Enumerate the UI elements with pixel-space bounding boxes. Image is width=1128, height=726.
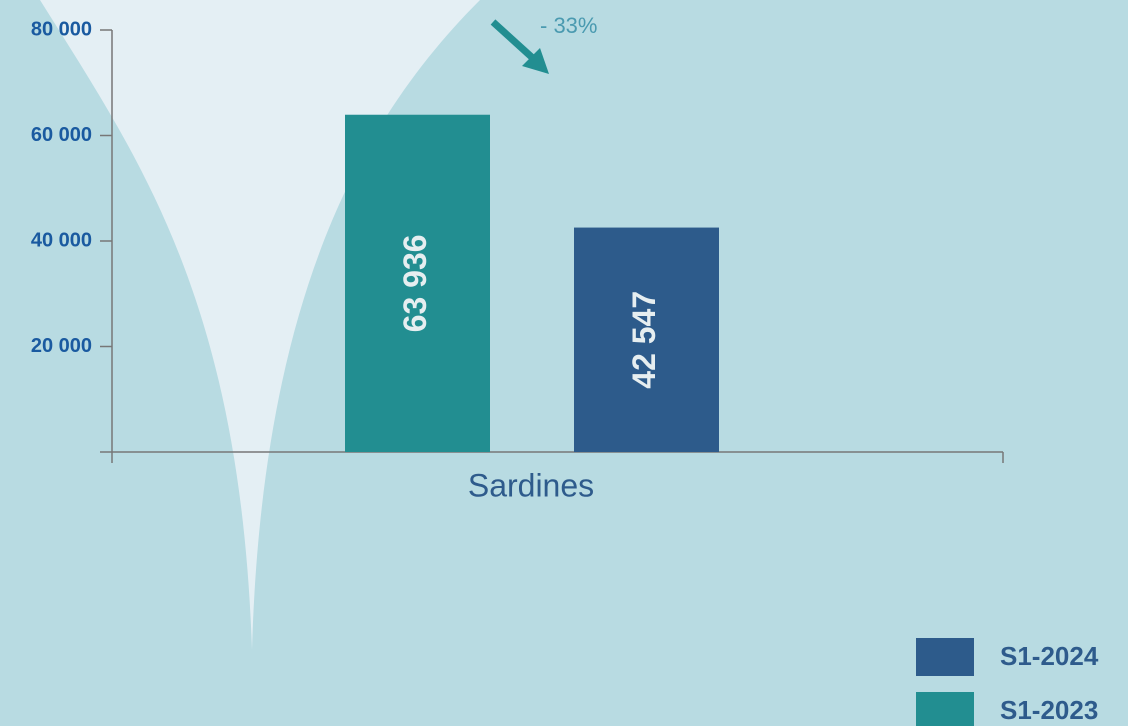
legend-swatch xyxy=(916,692,974,726)
y-tick-label: 40 000 xyxy=(31,229,92,251)
data-label: 63 936 xyxy=(397,234,433,332)
data-label: 42 547 xyxy=(626,291,662,389)
bar xyxy=(574,227,719,452)
funnel-shape xyxy=(40,0,480,650)
y-tick-label: 20 000 xyxy=(31,335,92,357)
legend-swatch xyxy=(916,638,974,676)
annotation: - 33% xyxy=(540,13,597,38)
legend-label: S1-2023 xyxy=(1000,695,1098,725)
legend-label: S1-2024 xyxy=(1000,641,1099,671)
bar xyxy=(345,114,490,452)
arrow-head xyxy=(522,48,549,74)
x-tick-label: Sardines xyxy=(468,467,594,503)
y-tick-label: 80 000 xyxy=(31,18,92,40)
arrow-shaft xyxy=(490,19,539,64)
y-tick-label: 60 000 xyxy=(31,124,92,146)
